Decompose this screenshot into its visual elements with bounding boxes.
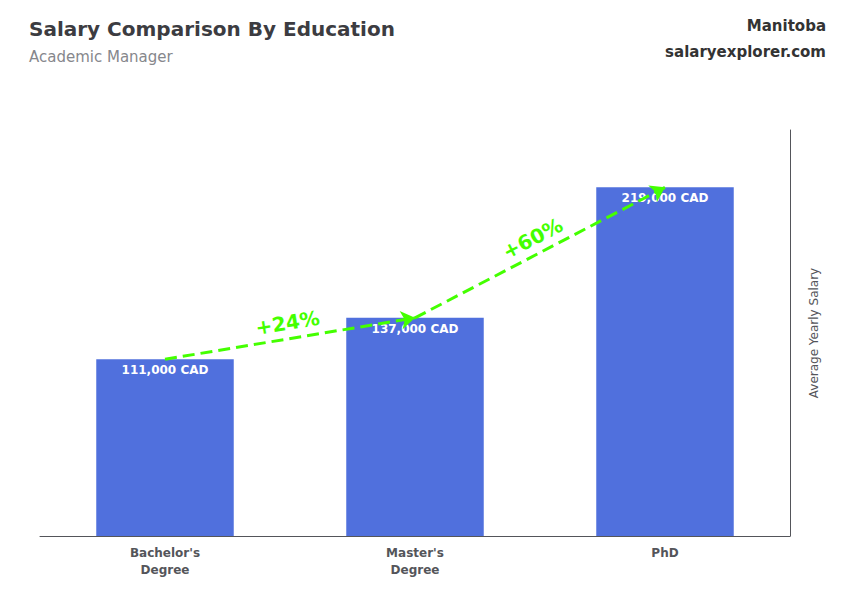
svg-text:Degree: Degree (391, 563, 440, 577)
svg-text:+60%: +60% (498, 213, 566, 264)
svg-text:Manitoba: Manitoba (747, 17, 826, 35)
svg-text:Degree: Degree (141, 563, 190, 577)
svg-text:137,000 CAD: 137,000 CAD (371, 321, 459, 336)
svg-text:Salary Comparison By Education: Salary Comparison By Education (29, 17, 395, 41)
svg-text:219,000 CAD: 219,000 CAD (622, 191, 709, 205)
svg-text:salaryexplorer.com: salaryexplorer.com (665, 43, 826, 61)
svg-text:Master's: Master's (386, 546, 444, 560)
svg-text:Average Yearly Salary: Average Yearly Salary (807, 268, 821, 398)
svg-text:Academic Manager: Academic Manager (29, 48, 174, 66)
svg-text:PhD: PhD (651, 546, 678, 560)
svg-text:+24%: +24% (254, 306, 322, 340)
svg-text:Bachelor's: Bachelor's (130, 546, 200, 560)
svg-text:111,000 CAD: 111,000 CAD (122, 363, 209, 377)
